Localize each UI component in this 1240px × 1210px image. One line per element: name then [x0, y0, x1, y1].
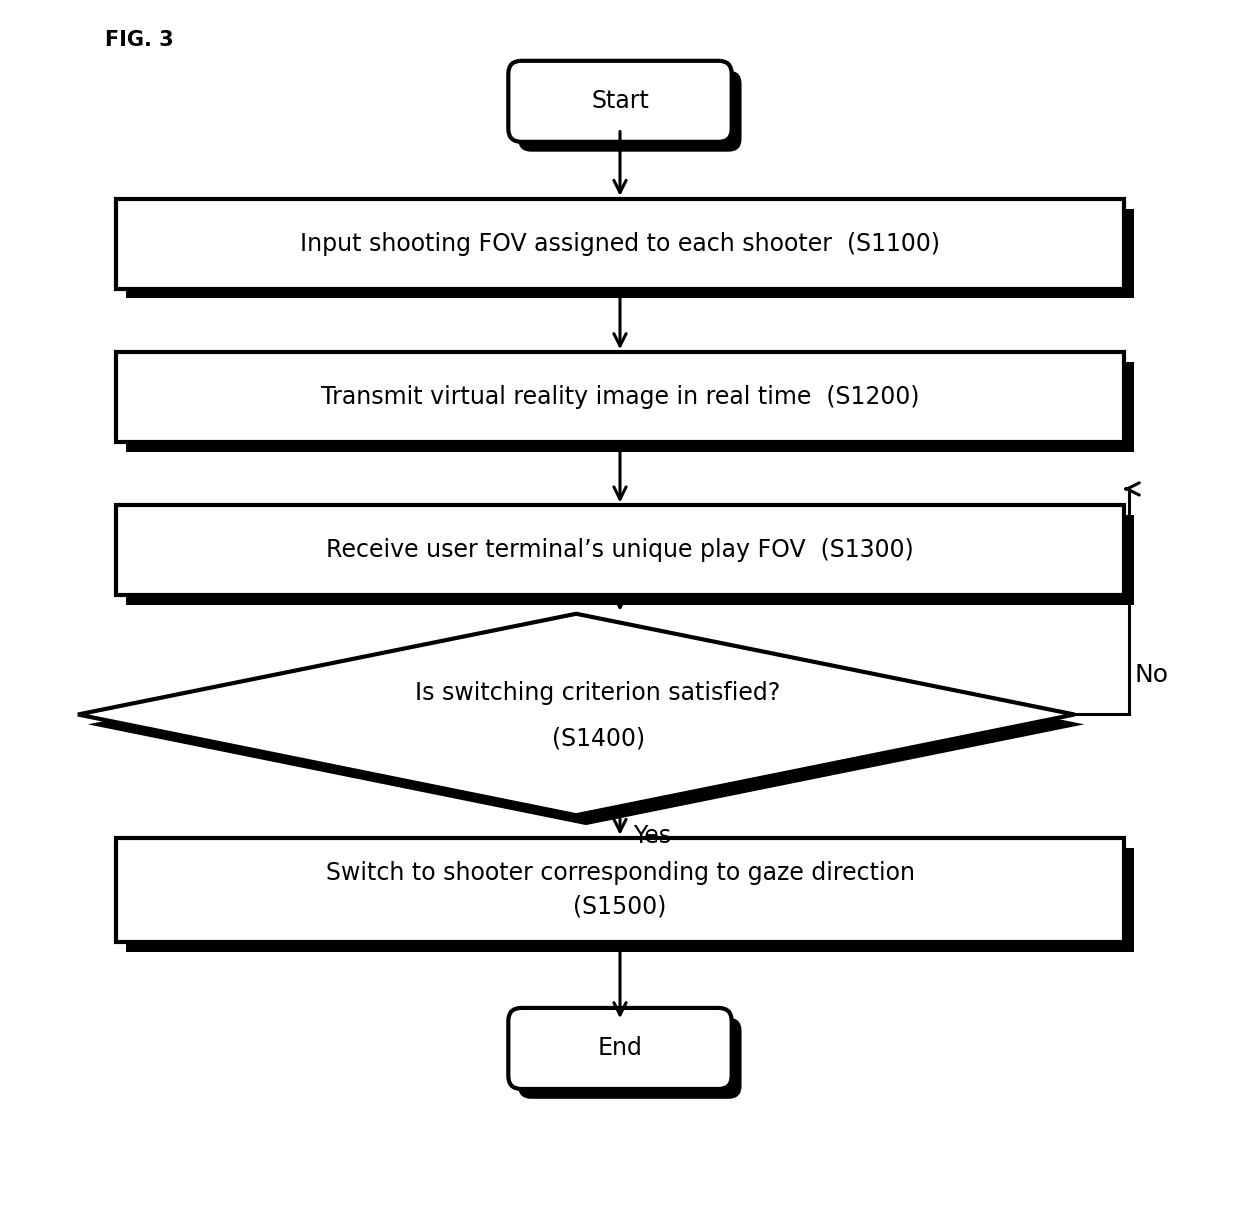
Text: Yes: Yes [634, 824, 671, 848]
FancyBboxPatch shape [518, 70, 742, 151]
Text: (S1400): (S1400) [552, 726, 645, 750]
Text: Switch to shooter corresponding to gaze direction
(S1500): Switch to shooter corresponding to gaze … [325, 862, 915, 918]
Text: Is switching criterion satisfied?: Is switching criterion satisfied? [415, 680, 781, 704]
FancyBboxPatch shape [126, 208, 1133, 299]
FancyBboxPatch shape [126, 362, 1133, 451]
FancyBboxPatch shape [508, 1008, 732, 1089]
FancyBboxPatch shape [117, 198, 1123, 288]
Text: End: End [598, 1037, 642, 1060]
Text: Input shooting FOV assigned to each shooter  (S1100): Input shooting FOV assigned to each shoo… [300, 231, 940, 255]
Polygon shape [88, 623, 1084, 825]
Text: FIG. 3: FIG. 3 [105, 30, 174, 50]
Text: Receive user terminal’s unique play FOV  (S1300): Receive user terminal’s unique play FOV … [326, 538, 914, 563]
Text: Transmit virtual reality image in real time  (S1200): Transmit virtual reality image in real t… [321, 385, 919, 409]
Text: No: No [1135, 663, 1168, 687]
FancyBboxPatch shape [126, 515, 1133, 605]
FancyBboxPatch shape [518, 1018, 742, 1099]
FancyBboxPatch shape [117, 506, 1123, 595]
FancyBboxPatch shape [117, 352, 1123, 442]
Polygon shape [78, 613, 1074, 816]
FancyBboxPatch shape [126, 847, 1133, 951]
FancyBboxPatch shape [508, 60, 732, 142]
FancyBboxPatch shape [117, 837, 1123, 941]
Text: Start: Start [591, 90, 649, 114]
